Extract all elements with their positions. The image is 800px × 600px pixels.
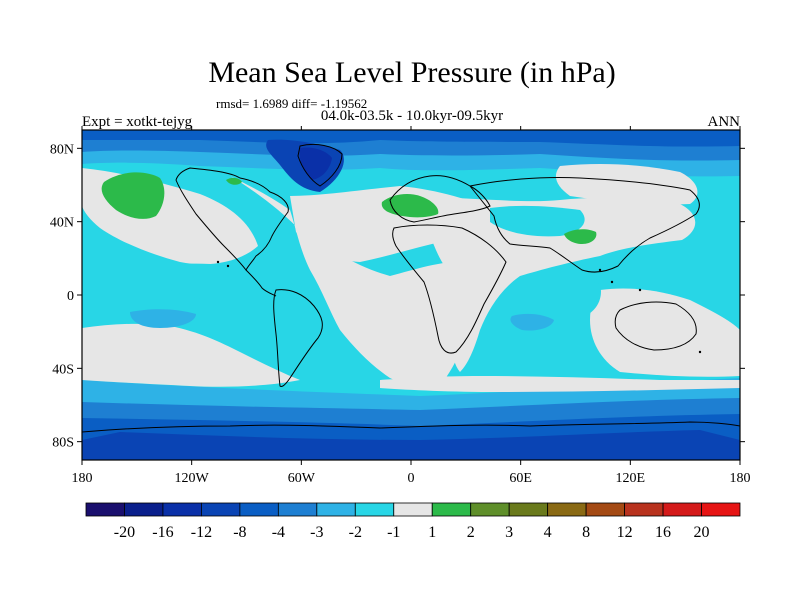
islands [216, 260, 702, 354]
colorbar-swatch [662, 502, 702, 517]
greenland-green-patch [226, 177, 242, 185]
colorbar-label: 1 [428, 524, 436, 541]
colorbar-swatch [508, 502, 549, 517]
eurasia-africa-neutral [420, 197, 696, 372]
europe-coast [389, 175, 491, 223]
arctic-core [82, 130, 740, 147]
x-tick-label: 60E [509, 471, 532, 486]
colorbar-label: 4 [544, 524, 552, 541]
colorbar-label: -4 [272, 524, 285, 541]
island-dot [610, 280, 614, 284]
indian-cyan-patch [507, 278, 601, 324]
y-tick-label: 40S [52, 362, 74, 377]
season-label: ANN [708, 114, 741, 130]
island-dot [216, 260, 220, 264]
africa-coast [392, 224, 507, 354]
colorbar-label: -16 [152, 524, 173, 541]
antarctica-coast [82, 421, 740, 433]
colorbar-swatch [316, 502, 356, 517]
north-america-coast [175, 167, 289, 271]
colorbar-swatch [201, 502, 241, 517]
colorbar-label: -20 [114, 524, 135, 541]
tibet-green-patch [564, 229, 597, 244]
colorbar-label: -2 [349, 524, 362, 541]
south-atlantic-neutral [380, 376, 740, 392]
indian-blue-patch [510, 313, 554, 331]
x-tick-label: 120W [175, 471, 210, 486]
y-axis: 80N 40N 0 40S 80S [50, 142, 745, 451]
colorbar-swatch [277, 502, 318, 517]
colorbar-label: 8 [582, 524, 590, 541]
y-tick-label: 80N [50, 142, 74, 157]
colorbar-label: -1 [387, 524, 400, 541]
pacific-cyan-patch [167, 263, 296, 303]
experiment-label: Expt = xotkt-tejyg [82, 114, 193, 130]
colorbar-label: 16 [655, 524, 671, 541]
colorbar: -20 -16 -12 -8 -4 -3 -2 -1 1 2 3 4 8 12 16 20 [85, 502, 741, 541]
x-tick-label: 60W [288, 471, 316, 486]
island-dot [598, 268, 602, 272]
south-america-coast [273, 289, 323, 387]
y-tick-label: 40N [50, 216, 74, 231]
colorbar-label: -12 [191, 524, 212, 541]
colorbar-swatch [354, 502, 395, 517]
colorbar-swatch [124, 502, 164, 517]
alaska-green-patch [101, 172, 165, 219]
y-tick-label: 0 [67, 289, 74, 304]
eq-pacific-blue-patch [130, 309, 196, 328]
colorbar-swatch [85, 502, 125, 517]
colorbar-swatch [431, 502, 472, 517]
x-tick-label: 180 [730, 471, 751, 486]
colorbar-label: 2 [467, 524, 475, 541]
asia-coast [469, 176, 700, 273]
x-axis: 180 120W 60W 0 60E 120E 180 [72, 126, 751, 486]
y-tick-label: 80S [52, 436, 74, 451]
colorbar-label: 12 [617, 524, 633, 541]
colorbar-swatch [624, 502, 664, 517]
subtitle-period: 04.0k-03.5k - 10.0kyr-09.5kyr [321, 108, 503, 124]
asia-northeast-neutral [555, 164, 698, 205]
greenland-coast [297, 143, 343, 187]
colorbar-swatch [470, 502, 510, 517]
asia-cyan-patch [490, 205, 585, 237]
antarctic-core [82, 430, 740, 460]
colorbar-swatch [239, 502, 279, 517]
colorbar-label: 3 [505, 524, 513, 541]
chart-title: Mean Sea Level Pressure (in hPa) [208, 56, 615, 89]
europe-green-patch [381, 194, 439, 218]
pressure-map [82, 130, 740, 460]
south-pacific-neutral [82, 323, 300, 387]
central-america-coast [245, 269, 277, 297]
island-dot [698, 350, 702, 354]
colorbar-label: 20 [694, 524, 710, 541]
colorbar-label: -3 [310, 524, 323, 541]
australia-neutral [590, 288, 740, 377]
island-dot [226, 264, 230, 268]
greenland-low-core [299, 147, 332, 180]
subtitle-stats: rmsd= 1.6989 diff= -1.19562 [216, 96, 367, 111]
colorbar-swatch [162, 502, 202, 517]
colorbar-label: -8 [233, 524, 246, 541]
colorbar-swatch [701, 502, 741, 517]
x-tick-label: 120E [616, 471, 646, 486]
coastlines [82, 143, 740, 433]
colorbar-swatch [393, 502, 433, 517]
colorbar-swatch [585, 502, 625, 517]
australia-coast [614, 301, 697, 351]
colorbar-swatch [547, 502, 587, 517]
americas-neutral [230, 176, 492, 389]
island-dot [638, 288, 642, 292]
x-tick-label: 0 [408, 471, 415, 486]
x-tick-label: 180 [72, 471, 93, 486]
